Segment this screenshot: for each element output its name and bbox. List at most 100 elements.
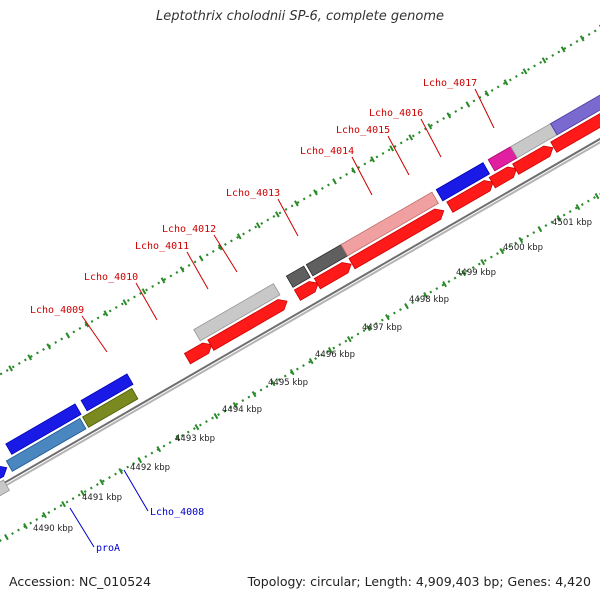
grey-feature-bar (0, 479, 10, 497)
inner-major-tick (118, 468, 124, 475)
inner-major-tick (346, 336, 352, 343)
inner-major-tick (518, 237, 524, 244)
inner-major-tick (194, 424, 200, 431)
outer-major-tick (217, 244, 223, 251)
proA-feature-bar (5, 417, 87, 472)
inner-major-tick (537, 226, 543, 233)
inner-major-tick (270, 380, 276, 387)
Lcho-4008-feature-bar (81, 387, 139, 428)
gene-leader-line (69, 507, 95, 548)
inner-major-tick (137, 457, 143, 464)
outer-major-tick (141, 288, 147, 295)
tick-label: 4492 kbp (130, 463, 170, 473)
Lcho-4017-gene-bar (550, 94, 600, 136)
cds-arrow (293, 281, 319, 301)
outer-major-tick (389, 145, 395, 152)
gene-leader-line (213, 234, 238, 273)
blue-feature-bar (80, 373, 134, 412)
outer-major-tick (46, 343, 52, 350)
inner-major-tick (385, 314, 390, 321)
tick-label: 4497 kbp (362, 323, 402, 333)
cds-arrow (446, 180, 494, 213)
inner-major-tick (232, 402, 238, 409)
outer-major-tick (255, 222, 261, 229)
cds-arrow (348, 208, 445, 270)
outer-major-tick (160, 277, 166, 284)
gene-label: Lcho_4012 (162, 224, 216, 235)
cds-arrow (183, 342, 213, 365)
tick-label: 4498 kbp (409, 295, 449, 305)
outer-major-tick (294, 200, 299, 207)
inner-major-tick (80, 490, 85, 497)
inner-major-tick (156, 446, 162, 453)
blue-feature-bar (0, 465, 8, 479)
outer-major-tick (465, 101, 471, 108)
Lcho-4013-gene-bar (340, 191, 439, 257)
outer-major-tick (408, 134, 414, 141)
outer-major-tick (446, 112, 452, 119)
outer-major-tick (579, 35, 585, 42)
gene-label: Lcho_4010 (84, 272, 138, 283)
inner-major-tick (308, 358, 314, 365)
backbone-inner-line (0, 141, 600, 491)
inner-major-tick (442, 281, 447, 288)
Lcho-4009-gene-bar (193, 283, 281, 342)
outer-major-tick (541, 57, 547, 64)
inner-major-tick (423, 292, 428, 299)
backbone-outer-line (0, 137, 600, 487)
inner-dotted-tick-track (0, 193, 600, 543)
tick-label: 4496 kbp (315, 350, 355, 360)
gene-leader-line (123, 469, 149, 512)
cds-arrow (550, 113, 600, 153)
outer-major-tick (236, 233, 242, 240)
gene-label: Lcho_4014 (300, 146, 354, 157)
gene-label: Lcho_4013 (226, 188, 280, 199)
gene-label: Lcho_4011 (135, 241, 189, 252)
inner-major-tick (556, 215, 562, 222)
inner-major-tick (61, 501, 66, 508)
inner-major-tick (175, 435, 181, 442)
inner-major-tick (480, 259, 486, 266)
gene-leader-line (186, 251, 209, 290)
gene-leader-line (387, 135, 410, 176)
inner-major-tick (594, 193, 600, 200)
outer-major-tick (484, 90, 490, 97)
tick-label: 4494 kbp (222, 405, 262, 415)
inner-major-tick (4, 534, 9, 541)
inner-major-tick (99, 479, 105, 486)
accession-text: Accession: NC_010524 (9, 574, 152, 589)
gene-leader-line (474, 88, 495, 129)
gene-label: Lcho_4009 (30, 305, 84, 316)
outer-major-tick (332, 178, 337, 185)
cds-arrow (512, 145, 554, 175)
map-title: Leptothrix cholodnii SP-6, complete geno… (156, 9, 444, 24)
blue-feature-bar (5, 403, 82, 455)
tick-label: 4491 kbp (82, 493, 122, 503)
inner-major-tick (575, 204, 581, 211)
gene-label: Lcho_4008 (150, 507, 204, 518)
gene-leader-line (277, 198, 299, 237)
inner-major-tick (461, 270, 467, 277)
outer-major-tick (84, 321, 90, 328)
gene-label: Lcho_4016 (369, 108, 423, 119)
outer-major-tick (351, 167, 356, 174)
gene-leader-line (420, 118, 442, 158)
outer-major-tick (522, 68, 528, 75)
topology-text: Topology: circular; Length: 4,909,403 bp… (247, 574, 591, 589)
outer-major-tick (427, 123, 433, 130)
inner-major-tick (404, 303, 409, 310)
outer-major-tick (198, 255, 204, 262)
gene-label: Lcho_4015 (336, 125, 390, 136)
outer-major-tick (65, 332, 71, 339)
inner-major-tick (42, 512, 47, 519)
outer-major-tick (103, 310, 109, 317)
tick-label: 4493 kbp (175, 434, 215, 444)
outer-major-tick (27, 354, 33, 361)
tick-label: 4490 kbp (33, 524, 73, 534)
outer-major-tick (274, 211, 280, 218)
gene-leader-line (351, 156, 373, 196)
inner-major-tick (213, 413, 219, 420)
outer-major-tick (370, 156, 375, 163)
tick-label: 4499 kbp (456, 268, 496, 278)
